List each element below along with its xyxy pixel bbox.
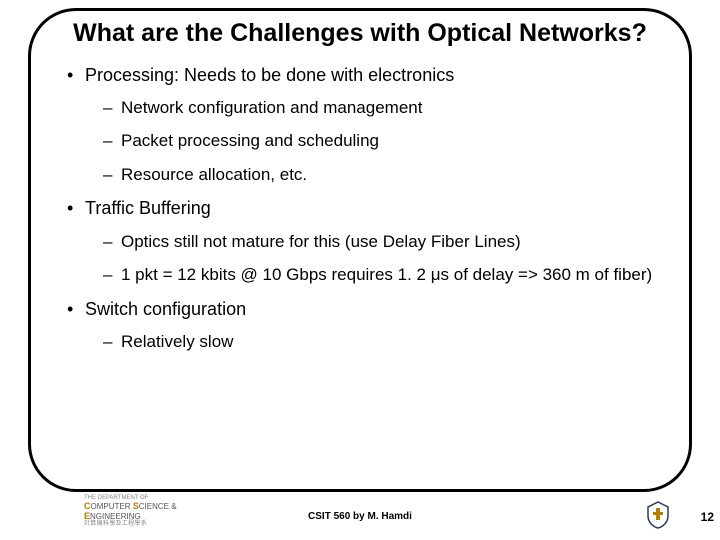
- bullet-text: Network configuration and management: [121, 98, 430, 118]
- bullet-level1: • Processing: Needs to be done with elec…: [67, 65, 661, 87]
- bullet-level2: – Optics still not mature for this (use …: [103, 232, 661, 252]
- bullet-dot-icon: •: [67, 65, 85, 87]
- bullet-dot-icon: •: [67, 299, 85, 321]
- bullet-level2: – Network configuration and management: [103, 98, 661, 118]
- bullet-level2: – Packet processing and scheduling: [103, 131, 661, 151]
- bullet-text: 1 pkt = 12 kbits @ 10 Gbps requires 1. 2…: [121, 265, 660, 285]
- dept-word: OMPUTER: [91, 502, 133, 511]
- university-logo-icon: [644, 500, 672, 530]
- slide-frame: What are the Challenges with Optical Net…: [28, 8, 692, 492]
- bullet-level2: – Relatively slow: [103, 332, 661, 352]
- bullet-text: Processing: Needs to be done with electr…: [85, 65, 454, 87]
- slide-content: • Processing: Needs to be done with elec…: [59, 65, 661, 353]
- dept-line1: THE DEPARTMENT OF: [84, 495, 177, 502]
- dept-word: CIENCE &: [139, 502, 177, 511]
- bullet-text: Relatively slow: [121, 332, 241, 352]
- bullet-text: Switch configuration: [85, 299, 246, 321]
- bullet-dot-icon: •: [67, 198, 85, 220]
- bullet-level2: – 1 pkt = 12 kbits @ 10 Gbps requires 1.…: [103, 265, 661, 285]
- bullet-text: Optics still not mature for this (use De…: [121, 232, 529, 252]
- bullet-text: Packet processing and scheduling: [121, 131, 387, 151]
- slide-footer: THE DEPARTMENT OF COMPUTER SCIENCE & ENG…: [0, 496, 720, 532]
- dept-line4: 計算機科學及工程學系: [84, 521, 177, 528]
- bullet-dash-icon: –: [103, 131, 121, 151]
- page-number: 12: [701, 510, 714, 524]
- bullet-dash-icon: –: [103, 232, 121, 252]
- bullet-dash-icon: –: [103, 332, 121, 352]
- bullet-dash-icon: –: [103, 265, 121, 285]
- bullet-dash-icon: –: [103, 98, 121, 118]
- course-label: CSIT 560 by M. Hamdi: [0, 511, 720, 522]
- bullet-dash-icon: –: [103, 165, 121, 185]
- bullet-text: Traffic Buffering: [85, 198, 211, 220]
- bullet-text: Resource allocation, etc.: [121, 165, 315, 185]
- bullet-level1: • Switch configuration: [67, 299, 661, 321]
- bullet-level2: – Resource allocation, etc.: [103, 165, 661, 185]
- slide-title: What are the Challenges with Optical Net…: [59, 19, 661, 49]
- bullet-level1: • Traffic Buffering: [67, 198, 661, 220]
